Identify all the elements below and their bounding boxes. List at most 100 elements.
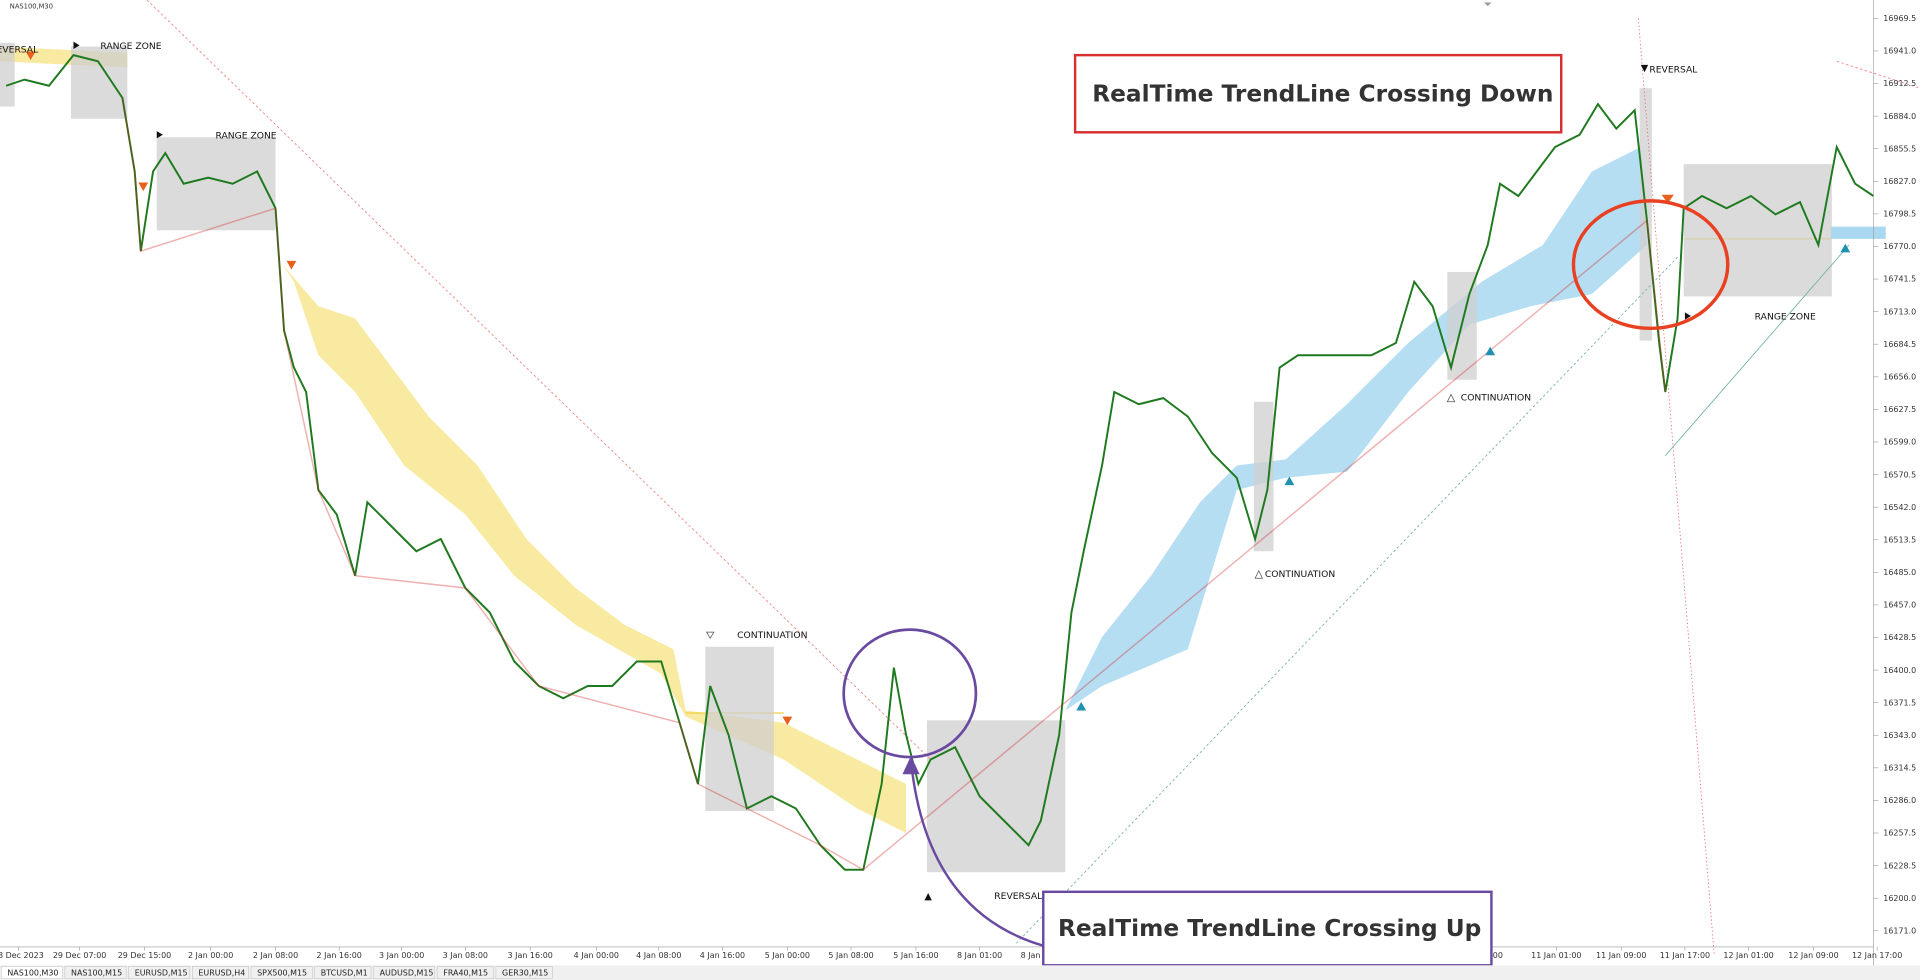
tab-label[interactable]: SPX500,M15 [257,969,307,978]
price-label: 16228.5 [1883,861,1916,870]
zone-label: REVERSAL [0,45,39,56]
price-label: 16599.0 [1883,438,1916,447]
zone-label: CONTINUATION [737,630,807,641]
annotation-box [1073,53,1563,134]
price-label: 16286.0 [1883,796,1916,805]
zone-label: RANGE ZONE [1755,312,1816,323]
time-label: 12 Jan 09:00 [1788,951,1838,960]
tab[interactable] [314,966,372,980]
zone-label: RANGE ZONE [100,41,161,52]
tab[interactable] [64,966,127,980]
tab-label[interactable]: EURUSD,H4 [198,969,245,978]
tab[interactable] [250,966,313,980]
price-label: 16314.5 [1883,764,1916,773]
tab[interactable] [128,966,191,980]
tab-label[interactable]: FRA40,M15 [443,969,488,978]
trendline [146,0,931,760]
time-label: 12 Jan 17:00 [1852,951,1902,960]
price-label: 16343.0 [1883,731,1916,740]
arrow-head [902,755,920,775]
time-label: 11 Jan 09:00 [1596,951,1646,960]
time-label: 11 Jan 01:00 [1531,951,1581,960]
time-label: 2 Jan 00:00 [188,951,233,960]
continuation-icons [705,393,1456,639]
price-label: 16200.0 [1883,894,1916,903]
trendline [1016,256,1678,944]
price-label: 16656.0 [1883,373,1916,382]
highlight-circle [842,628,978,759]
price-label: 16884.0 [1883,112,1916,121]
tab-label[interactable]: NAS100,M15 [71,969,122,978]
time-label: 29 Dec 15:00 [118,951,171,960]
zone-label: CONTINUATION [1461,393,1531,404]
zone-label: CONTINUATION [1265,569,1335,580]
time-label: 5 Jan 16:00 [893,951,938,960]
cloud [1830,226,1886,239]
price-label: 16513.5 [1883,535,1916,544]
cloud [1065,147,1647,711]
trendline [1637,18,1715,956]
scroll-marker [1484,2,1492,7]
zone-label: REVERSAL [994,891,1043,902]
time-label: 12 Jan 01:00 [1723,951,1773,960]
price-label: 16912.5 [1883,79,1916,88]
time-label: 4 Jan 16:00 [700,951,745,960]
zone-label: RANGE ZONE [216,130,277,141]
highlight-circle [1571,199,1730,331]
price-label: 16542.0 [1883,503,1916,512]
price-label: 16969.5 [1883,14,1916,23]
price-label: 16741.5 [1883,275,1916,284]
sell-markers [25,51,1674,726]
time-label: 5 Jan 00:00 [765,951,810,960]
symbol-label: NAS100,M30 [10,3,53,11]
tab-label[interactable]: EURUSD,M15 [135,969,188,978]
tab[interactable] [436,966,494,980]
zone-label: REVERSAL [1649,64,1698,75]
time-label: 3 Jan 08:00 [443,951,488,960]
time-label: 4 Jan 00:00 [574,951,619,960]
tab-label[interactable]: BTCUSD,M1 [321,969,368,978]
time-label: 29 Dec 07:00 [53,951,106,960]
price-label: 16827.0 [1883,177,1916,186]
trendline [1664,244,1850,456]
price-label: 16457.0 [1883,601,1916,610]
range-boxes [0,42,1832,873]
price-label: 16855.5 [1883,144,1916,153]
price-label: 16941.0 [1883,47,1916,56]
tab[interactable] [373,966,435,980]
annotation-text: RealTime TrendLine Crossing Down [1092,81,1553,108]
tab[interactable] [0,966,63,980]
time-label: 11 Jan 17:00 [1660,951,1710,960]
time-label: 3 Jan 16:00 [508,951,553,960]
tab-label[interactable]: AUDUSD,M15 [380,969,434,978]
time-label: 2 Jan 08:00 [253,951,298,960]
time-label: 3 Jan 00:00 [379,951,424,960]
tab-label[interactable]: GER30,M15 [502,969,548,978]
price-label: 16570.5 [1883,470,1916,479]
annotation-text: RealTime TrendLine Crossing Up [1058,915,1481,942]
time-label: 28 Dec 2023 [0,951,44,960]
price-label: 16428.5 [1883,633,1916,642]
tab-label[interactable]: NAS100,M30 [7,969,58,978]
price-label: 16770.0 [1883,242,1916,251]
price-label: 16171.0 [1883,926,1916,935]
price-label: 16371.5 [1883,698,1916,707]
price-label: 16798.5 [1883,210,1916,219]
tab[interactable] [495,966,553,980]
price-label: 16257.5 [1883,829,1916,838]
price-label: 16684.5 [1883,340,1916,349]
price-label: 16713.0 [1883,307,1916,316]
buy-markers [1076,243,1851,711]
pointer-arrow [911,771,1044,947]
price-line-down [121,97,1667,871]
cloud [281,263,907,833]
time-label: 8 Jan 01:00 [957,951,1002,960]
time-label: 2 Jan 16:00 [317,951,362,960]
price-label: 16400.0 [1883,666,1916,675]
tab[interactable] [192,966,249,980]
time-label: 4 Jan 08:00 [636,951,681,960]
signal-markers [73,41,1692,901]
price-line [5,54,1875,871]
price-label: 16627.5 [1883,405,1916,414]
